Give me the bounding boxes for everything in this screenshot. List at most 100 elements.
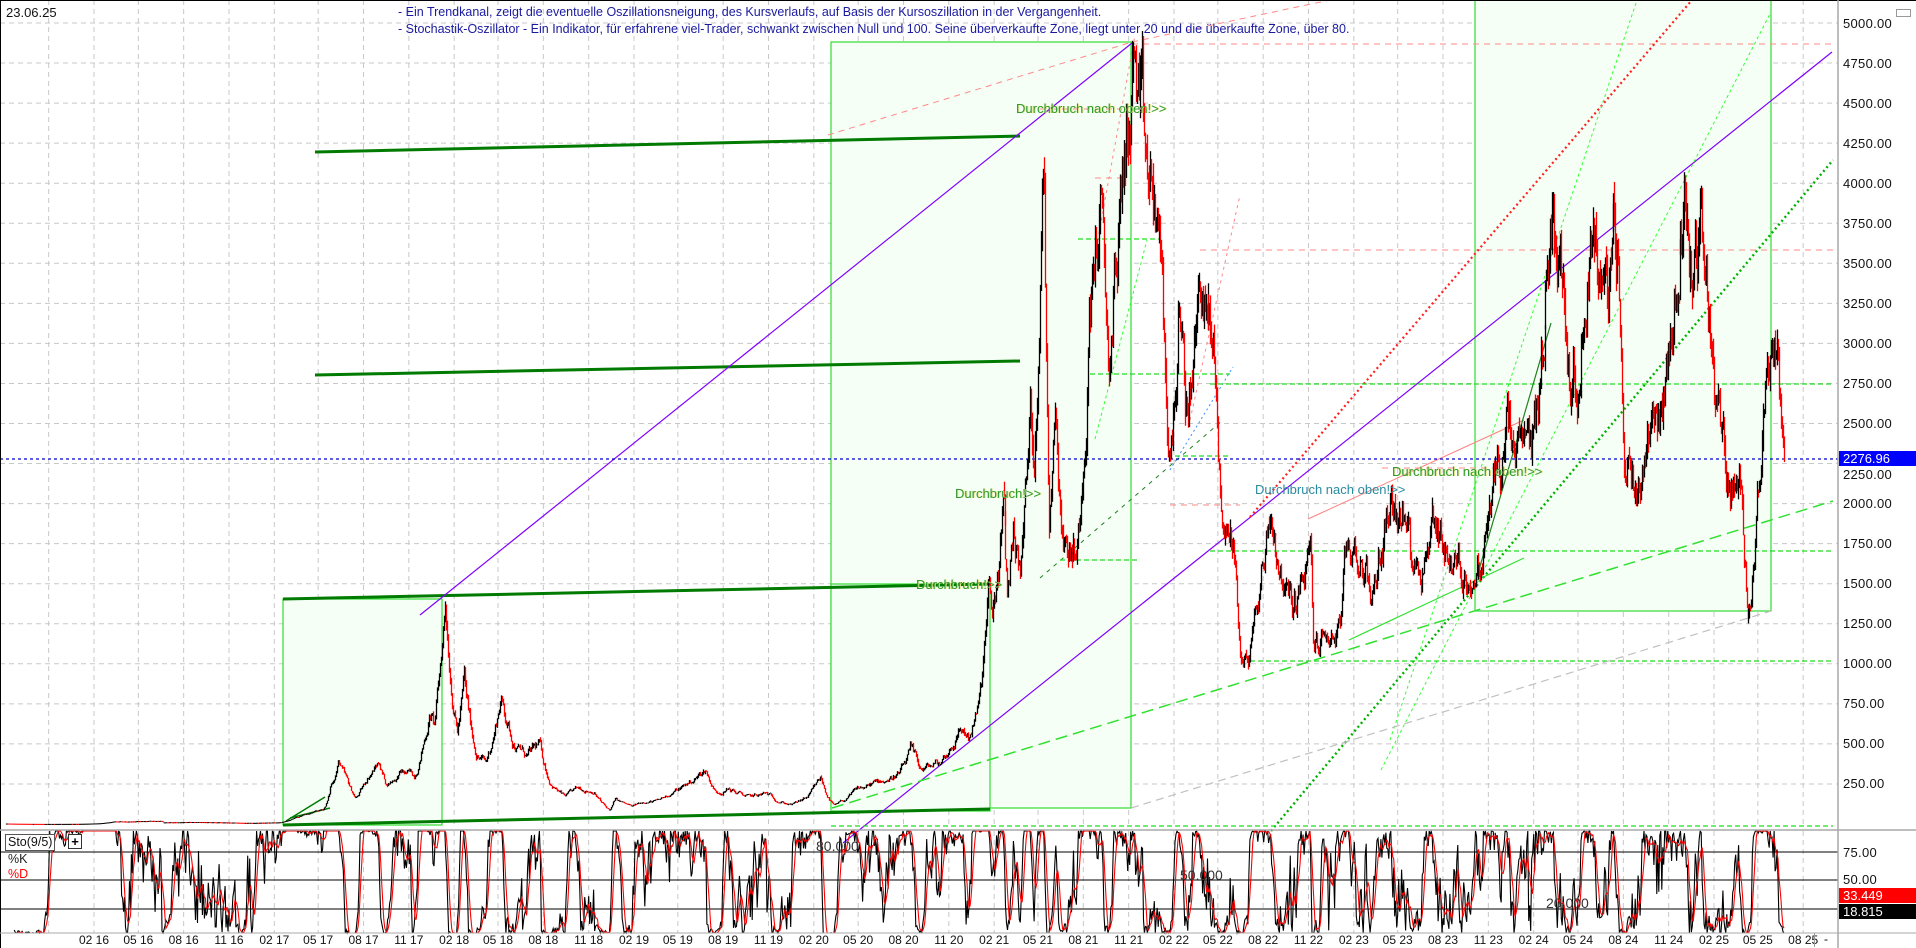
price-tick: 2000.00 [1843, 496, 1893, 512]
time-tick: 08 17 [348, 933, 379, 947]
trendline-purple [419, 42, 1133, 616]
price-tick: 2750.00 [1843, 375, 1893, 391]
time-tick: 08 21 [1068, 933, 1099, 947]
trendline-red-dashed [827, 41, 1133, 136]
drawing-tools [0, 0, 1838, 844]
time-tick: 08 18 [528, 933, 559, 947]
time-tick: 11 23 [1473, 933, 1503, 947]
trend-channel-line [314, 134, 1021, 154]
time-tick: 05 17 [303, 933, 334, 947]
time-tick: 08 16 [168, 933, 199, 947]
time-tick: 11 18 [574, 933, 604, 947]
time-tick: 02 22 [1158, 933, 1189, 947]
price-tick: 5000.00 [1843, 15, 1893, 31]
trendline-purple [842, 51, 1833, 844]
time-tick: 08 19 [708, 933, 739, 947]
level-label-50: 50.000 [1180, 867, 1223, 883]
price-tick: 1500.00 [1843, 576, 1893, 592]
trend-channel-line [314, 359, 1021, 377]
price-tick: 4250.00 [1843, 135, 1893, 151]
time-tick: 11 17 [394, 933, 424, 947]
time-tick: 05 22 [1202, 933, 1233, 947]
price-tick: 500.00 [1843, 736, 1885, 752]
add-indicator-button[interactable]: + [68, 834, 82, 849]
time-tick: 08 20 [888, 933, 919, 947]
time-tick: 11 21 [1114, 933, 1144, 947]
annotation-breakout-up[interactable]: Durchbruch nach oben!>> [1392, 464, 1543, 479]
price-tick: 750.00 [1843, 696, 1885, 712]
annotation-breakout-up[interactable]: Durchbruch nach oben!>> [1255, 482, 1406, 497]
stoch-tick-50: 50.00 [1843, 872, 1878, 887]
stoch-d-line [17, 830, 1785, 935]
annotation-breakout[interactable]: Durchbruch!>> [955, 486, 1041, 501]
annotation-breakout-up[interactable]: Durchbruch nach oben!>> [1016, 101, 1167, 116]
chart-date: 23.06.25 [6, 5, 57, 20]
trendline-red-dotted [1249, 0, 1693, 518]
price-tick: 2250.00 [1843, 467, 1893, 482]
last-price-tag: 2276.96 [1839, 451, 1916, 466]
k-value-tag: 18.815 [1839, 904, 1916, 919]
time-tick: 11 19 [753, 933, 784, 947]
time-tick: 05 20 [843, 933, 874, 947]
price-tick: 1250.00 [1843, 616, 1893, 632]
time-tick: 02 25 [1698, 933, 1729, 947]
time-tick: 05 21 [1022, 933, 1054, 947]
time-tick: 02 21 [979, 933, 1010, 947]
d-legend: %D [8, 867, 29, 881]
price-tick: 3500.00 [1843, 255, 1893, 271]
time-tick: 02 17 [259, 933, 290, 947]
time-tick: 02 19 [618, 933, 649, 947]
price-tick: 4500.00 [1843, 95, 1893, 111]
note-trendkanal: - Ein Trendkanal, zeigt die eventuelle O… [398, 5, 1102, 19]
d-value-tag: 33.449 [1839, 888, 1916, 903]
time-tick: 05 16 [123, 933, 154, 947]
time-tick: 11 20 [934, 933, 964, 947]
time-tick: 02 24 [1518, 933, 1549, 947]
trendline-green-dotted [1270, 159, 1834, 832]
time-tick: 02 23 [1338, 933, 1369, 947]
trendline-blue-dotted [1169, 366, 1234, 471]
level-label-20: 20.000 [1546, 895, 1589, 911]
time-tick: 08 22 [1248, 933, 1279, 947]
candles [5, 31, 1786, 825]
price-tick: 4750.00 [1843, 55, 1893, 71]
time-tick: 02 16 [78, 933, 110, 947]
time-tick: 11 16 [214, 933, 244, 947]
price-tick: 3750.00 [1843, 215, 1893, 231]
annotation-breakout[interactable]: Durchbruch!>> [916, 577, 1002, 592]
fibonacci-box [282, 598, 443, 826]
time-tick: 08 23 [1427, 933, 1459, 947]
time-tick: 05 24 [1562, 933, 1594, 947]
time-tick: 05 19 [662, 933, 693, 947]
time-tick: 05 23 [1382, 933, 1413, 947]
time-tick: 11 24 [1654, 933, 1684, 947]
time-tick: 02 20 [798, 933, 829, 947]
time-tick: 05 18 [482, 933, 514, 947]
note-stochastik: - Stochastik-Oszillator - Ein Indikator,… [398, 22, 1350, 36]
panel-maximize-icon[interactable] [1896, 9, 1911, 17]
fibonacci-box [1474, 0, 1772, 612]
time-tick: 02 18 [439, 933, 470, 947]
trendline-grey-dashed [1130, 610, 1772, 809]
trendline-green [1475, 322, 1552, 581]
fibonacci-box [830, 583, 991, 812]
trend-channel-line [282, 807, 991, 827]
time-tick: 11 22 [1293, 933, 1324, 947]
trendline-green-dashed [1039, 419, 1224, 579]
trendline-pink [1307, 419, 1525, 520]
price-tick: 1750.00 [1843, 536, 1893, 552]
price-tick: 4000.00 [1843, 175, 1893, 191]
price-tick: 3000.00 [1843, 335, 1893, 351]
time-tick: 08 25 [1788, 933, 1819, 947]
time-axis-end-button[interactable]: - [1814, 933, 1837, 947]
price-tick: 2500.00 [1843, 416, 1893, 431]
level-label-80: 80.000 [816, 838, 859, 854]
stoch-tick-75: 75.00 [1843, 845, 1878, 860]
trendline-green-dotted [1389, 0, 1638, 741]
trend-channel-line [282, 582, 991, 601]
trendline-red-dashed [1131, 0, 1331, 43]
indicator-title[interactable]: Sto(9/5) [5, 834, 56, 851]
